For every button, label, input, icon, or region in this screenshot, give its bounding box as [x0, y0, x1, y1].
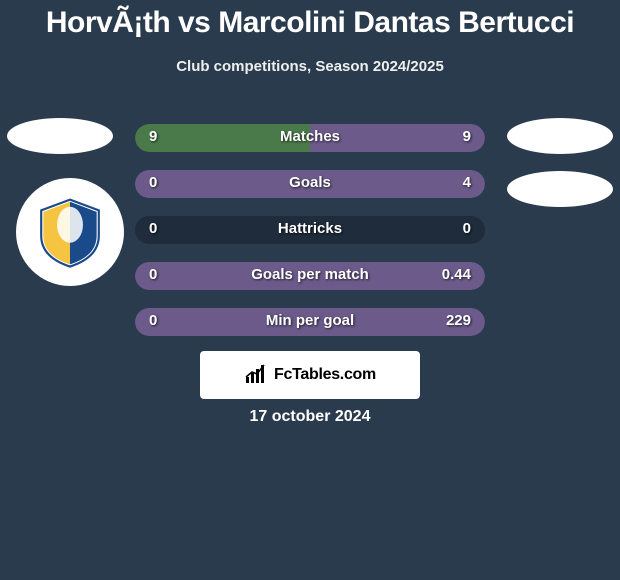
comparison-card: HorvÃ¡th vs Marcolini Dantas Bertucci Cl… [0, 0, 620, 580]
page-subtitle: Club competitions, Season 2024/2025 [0, 58, 620, 75]
value-right: 229 [446, 312, 471, 329]
club-logo-left [16, 178, 124, 286]
stat-row: 0Hattricks0 [135, 216, 485, 244]
date-text: 17 october 2024 [0, 408, 620, 426]
stats-block: 9Matches90Goals40Hattricks00Goals per ma… [135, 124, 485, 354]
stat-row: 0Goals4 [135, 170, 485, 198]
stat-row: 0Goals per match0.44 [135, 262, 485, 290]
value-right: 4 [463, 174, 471, 191]
stat-label: Min per goal [135, 312, 485, 329]
value-right: 0.44 [442, 266, 471, 283]
shield-icon [34, 196, 106, 268]
stat-label: Goals per match [135, 266, 485, 283]
player-photo-right [507, 118, 613, 154]
stat-label: Hattricks [135, 220, 485, 237]
stat-label: Goals [135, 174, 485, 191]
stat-row: 0Min per goal229 [135, 308, 485, 336]
value-right: 0 [463, 220, 471, 237]
player-photo-left [7, 118, 113, 154]
value-right: 9 [463, 128, 471, 145]
bar-chart-icon [244, 363, 268, 387]
stat-row: 9Matches9 [135, 124, 485, 152]
club-logo-right [507, 171, 613, 207]
page-title: HorvÃ¡th vs Marcolini Dantas Bertucci [0, 0, 620, 40]
brand-badge[interactable]: FcTables.com [200, 351, 420, 399]
brand-text: FcTables.com [274, 366, 376, 384]
stat-label: Matches [135, 128, 485, 145]
